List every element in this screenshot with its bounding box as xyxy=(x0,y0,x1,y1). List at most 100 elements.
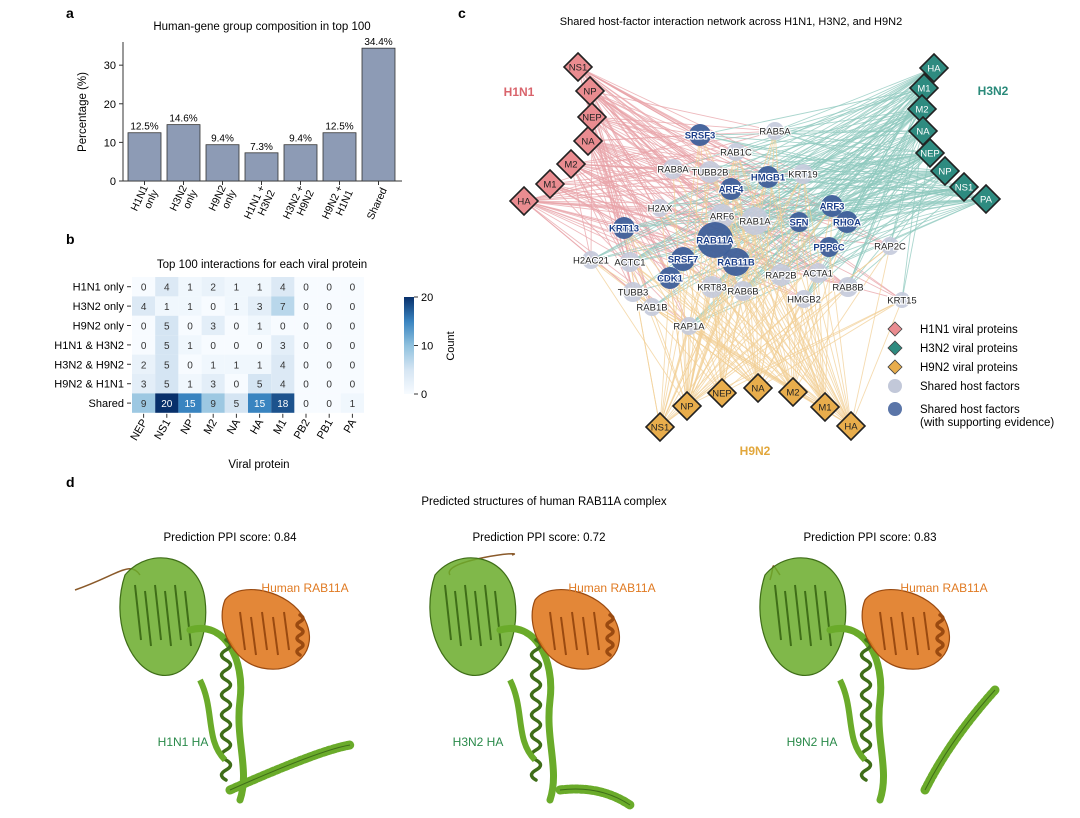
host-node-label: TUBB2B xyxy=(692,168,729,179)
network-edge xyxy=(735,108,923,153)
h9n2-node-label: M2 xyxy=(786,388,799,399)
heatmap-cell xyxy=(132,296,156,316)
heatmap-col-label: NS1 xyxy=(152,417,173,442)
heatmap-row-label: H1N1 & H3N2 xyxy=(54,340,124,352)
network-edge xyxy=(570,151,737,165)
host-node-label: RAB6B xyxy=(727,287,758,298)
heatmap-cell-value: 0 xyxy=(326,283,332,294)
heatmap-cell xyxy=(271,393,295,413)
network-edge xyxy=(709,170,946,173)
heatmap-row-label: H9N2 only xyxy=(73,321,125,333)
network-edge xyxy=(742,290,759,389)
host-node-label: ARF4 xyxy=(719,185,745,196)
heatmap-cell xyxy=(178,354,202,374)
h3n2-node: PA xyxy=(970,183,1002,215)
h3n2-node-label: PA xyxy=(980,195,993,206)
ppi-score-label: Prediction PPI score: 0.83 xyxy=(804,532,937,544)
network-edge xyxy=(591,116,701,136)
heatmap-cell-value: 4 xyxy=(280,283,286,294)
network-edge xyxy=(803,298,852,427)
network-edge xyxy=(699,130,924,136)
panel-b-xlabel: Viral protein xyxy=(228,459,289,471)
heatmap-cell-value: 4 xyxy=(164,283,170,294)
heatmap-cell xyxy=(132,315,156,336)
network-legend: H1N1 viral proteins H3N2 viral proteins H9… xyxy=(887,321,1054,429)
ppi-score-label: Prediction PPI score: 0.72 xyxy=(473,532,606,544)
network-edge xyxy=(549,183,732,190)
network-edge xyxy=(686,134,701,407)
h1n1-node-label: NP xyxy=(583,87,596,98)
network-edge xyxy=(587,130,776,142)
heatmap-cell-value: 0 xyxy=(326,399,332,410)
host-node-label: KRT15 xyxy=(887,296,916,307)
bar xyxy=(361,47,396,182)
heatmap-cell-value: 3 xyxy=(210,322,216,333)
heatmap-col-label: PB1 xyxy=(315,417,336,441)
heatmap-cell xyxy=(201,335,225,355)
h9n2-diamond xyxy=(671,390,703,422)
heatmap-cell-value: 3 xyxy=(257,302,263,313)
h9n2-diamond xyxy=(809,391,841,423)
heatmap-cell-value: 0 xyxy=(350,341,356,352)
network-edge xyxy=(669,277,688,407)
network-edge xyxy=(711,186,965,288)
h1n1-node-label: NS1 xyxy=(569,63,587,74)
host-node-circle xyxy=(720,178,742,200)
heatmap-cell-value: 0 xyxy=(326,380,332,391)
legend-circle xyxy=(888,379,902,393)
heatmap-cell-value: 0 xyxy=(326,322,332,333)
network-edge xyxy=(570,163,716,241)
heatmap-cell xyxy=(132,335,156,355)
heatmap-cell xyxy=(178,393,202,413)
h9n2-diamond xyxy=(742,372,774,404)
colorbar-ticks: 0 10 20 xyxy=(414,292,433,401)
heatmap-cell-value: 1 xyxy=(234,360,240,371)
h9n2-node-label: NS1 xyxy=(651,423,669,434)
host-node: ACTA1 xyxy=(802,263,834,283)
human-beta-strand xyxy=(912,616,919,656)
host-node: CDK1 xyxy=(656,267,685,289)
network-edge xyxy=(590,259,688,407)
network-edge xyxy=(688,325,723,394)
host-node-circle xyxy=(770,264,792,286)
beta-strand xyxy=(154,584,162,641)
h3n2-node-label: NS1 xyxy=(955,183,973,194)
heatmap-cell xyxy=(201,315,225,336)
heatmap-cell xyxy=(340,354,364,374)
host-node-label: ARF6 xyxy=(710,212,734,223)
helix-ribbon xyxy=(605,613,615,657)
viral-stalk-domain xyxy=(826,625,888,804)
host-node-circle xyxy=(836,211,858,233)
colorbar xyxy=(404,297,414,394)
beta-strand xyxy=(134,584,142,641)
network-edge xyxy=(659,207,794,393)
network-edge xyxy=(792,245,891,393)
heatmap-cell xyxy=(155,335,179,355)
heatmap-cell-value: 0 xyxy=(234,341,240,352)
panel-b-heatmap: H1N1 only 0 4 1 2 1 1 4 0 0 0 H3N2 only 4 1 1 0 1 3 7 0 0 0 H9… xyxy=(54,277,364,443)
host-node-circle xyxy=(623,282,643,302)
heatmap-cell-value: 9 xyxy=(141,399,147,410)
beta-strand xyxy=(484,584,492,641)
panel-c-title: Shared host-factor interaction network a… xyxy=(560,16,902,28)
network-edge xyxy=(591,116,776,132)
h1n1-node-label: M2 xyxy=(564,160,577,171)
network-edge xyxy=(659,108,923,209)
heatmap-cell xyxy=(271,296,295,316)
heatmap-cell xyxy=(294,335,318,355)
heatmap-cell xyxy=(294,374,318,394)
beta-strand xyxy=(794,584,802,641)
h9n2-node-label: M1 xyxy=(818,403,831,414)
human-beta-strand xyxy=(923,611,930,651)
heatmap-cell-value: 0 xyxy=(303,322,309,333)
h3n2-node: NS1 xyxy=(948,171,980,203)
heatmap-cell xyxy=(178,374,202,394)
heatmap-cell xyxy=(132,277,156,297)
human-rab11a-label: Human RAB11A xyxy=(261,581,348,595)
c-terminal-helix xyxy=(920,685,1000,795)
host-node: RAP2B xyxy=(764,264,798,286)
host-node: RAB1B xyxy=(635,298,669,316)
network-edge xyxy=(591,116,769,178)
heatmap-cell xyxy=(294,393,318,413)
